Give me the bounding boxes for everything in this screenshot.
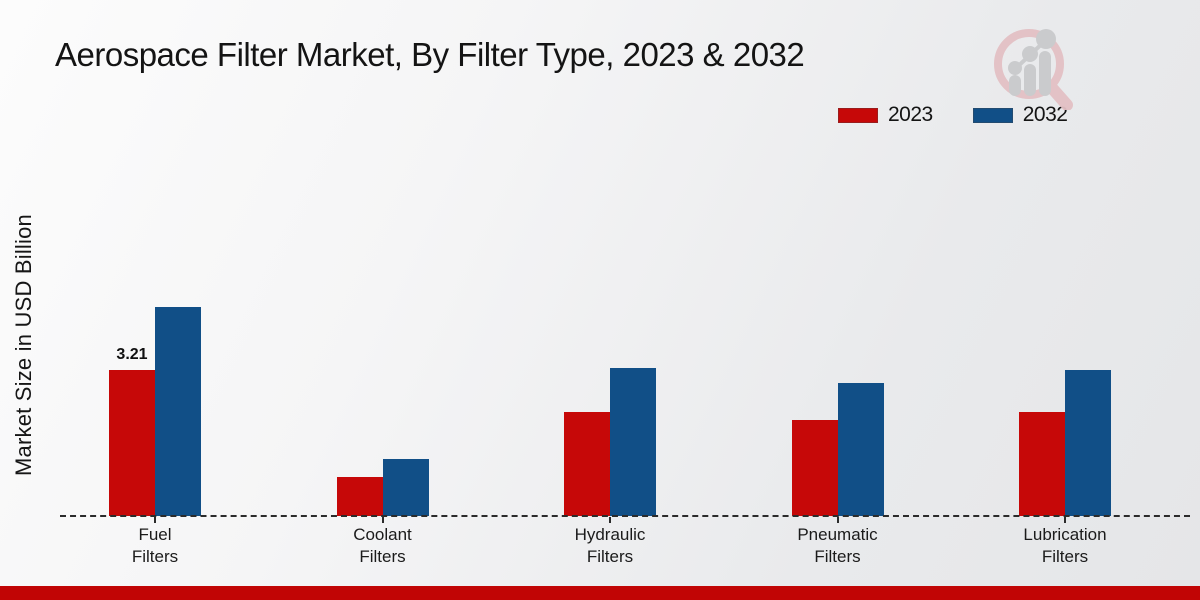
footer-bar <box>0 586 1200 600</box>
bar-2032-fuel-filters <box>155 307 201 516</box>
category-label-hydraulic-filters: Hydraulic Filters <box>574 525 646 566</box>
bar-2032-pneumatic-filters <box>837 383 884 516</box>
x-axis-line <box>60 515 1190 517</box>
bar-2032-coolant-filters <box>382 459 429 516</box>
legend: 2023 2032 <box>838 103 1068 127</box>
bar-2023-hydraulic-filters <box>564 412 610 516</box>
x-tick-pneumatic-filters <box>836 517 839 523</box>
x-tick-coolant-filters <box>381 517 384 523</box>
chart-title: Aerospace Filter Market, By Filter Type,… <box>55 36 805 73</box>
legend-item-2032: 2032 <box>972 103 1068 127</box>
category-label-fuel-filters: Fuel Filters <box>131 525 179 566</box>
bar-2023-lubrication-filters <box>1019 412 1065 516</box>
legend-item-2023: 2023 <box>838 103 933 127</box>
category-label-lubrication-filters: Lubrication Filters <box>1023 525 1107 566</box>
bar-2032-lubrication-filters <box>1065 370 1111 516</box>
x-tick-fuel-filters <box>154 517 156 523</box>
legend-swatch-2023 <box>838 107 878 123</box>
category-label-pneumatic-filters: Pneumatic Filters <box>797 525 878 566</box>
market-research-future-logo-icon <box>994 29 1073 110</box>
bar-2023-coolant-filters <box>336 477 383 516</box>
x-tick-lubrication-filters <box>1064 517 1066 523</box>
value-label-2023-fuel-filters: 3.21 <box>116 346 148 363</box>
legend-swatch-2032 <box>972 107 1013 123</box>
legend-label-2023: 2023 <box>888 103 933 126</box>
category-label-coolant-filters: Coolant Filters <box>353 525 412 566</box>
x-tick-hydraulic-filters <box>609 517 611 523</box>
bar-2032-hydraulic-filters <box>610 368 656 516</box>
bar-2023-pneumatic-filters <box>791 420 838 516</box>
bar-2023-fuel-filters <box>109 370 155 516</box>
legend-label-2032: 2032 <box>1022 103 1068 126</box>
